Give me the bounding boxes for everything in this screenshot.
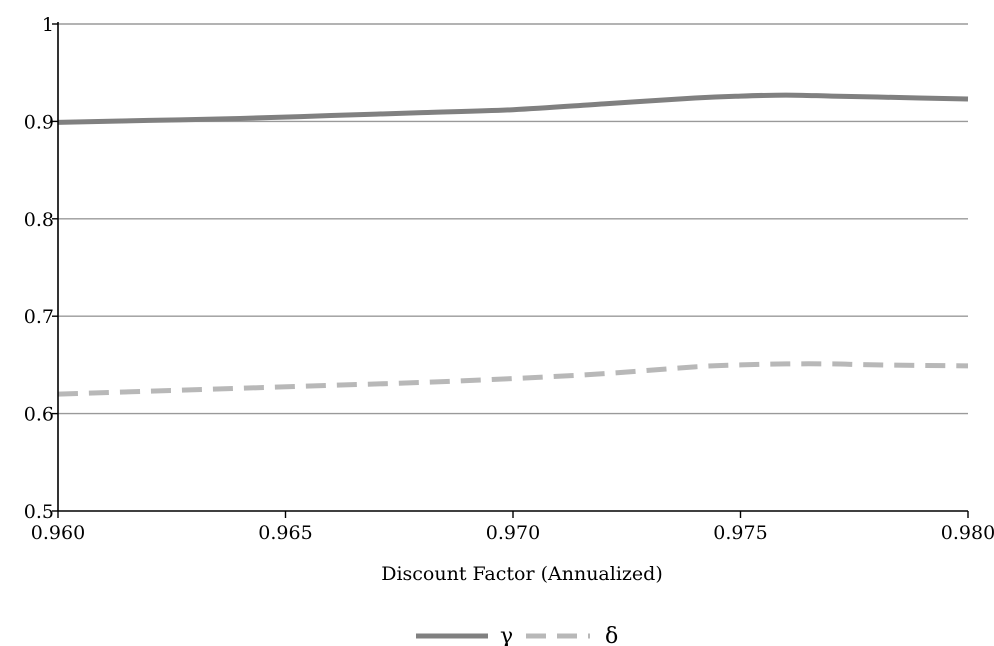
y-tick-label: 0.8 (24, 209, 54, 231)
x-tick-label: 0.970 (486, 522, 540, 544)
legend-label-delta: δ (605, 624, 618, 646)
gridlines (58, 23, 968, 415)
series-group (57, 92, 969, 397)
series-line-delta (57, 361, 969, 397)
x-tick-labels: 0.960 0.965 0.970 0.975 0.980 (31, 522, 994, 544)
series-line-gamma (57, 92, 969, 125)
x-tick-label: 0.960 (31, 522, 85, 544)
y-tick-label: 0.7 (24, 306, 54, 328)
y-tick-label: 0.9 (24, 111, 54, 133)
x-tick-label: 0.975 (713, 522, 767, 544)
legend-label-gamma: γ (500, 624, 513, 646)
x-tick-label: 0.980 (941, 522, 994, 544)
x-axis-title: Discount Factor (Annualized) (381, 563, 663, 585)
x-tick-label: 0.965 (258, 522, 312, 544)
y-tick-labels: 0.5 0.6 0.7 0.8 0.9 1 (24, 14, 54, 523)
axes (52, 22, 969, 518)
y-tick-label: 1 (42, 14, 54, 36)
y-tick-label: 0.6 (24, 404, 54, 426)
y-tick-label: 0.5 (24, 501, 54, 523)
